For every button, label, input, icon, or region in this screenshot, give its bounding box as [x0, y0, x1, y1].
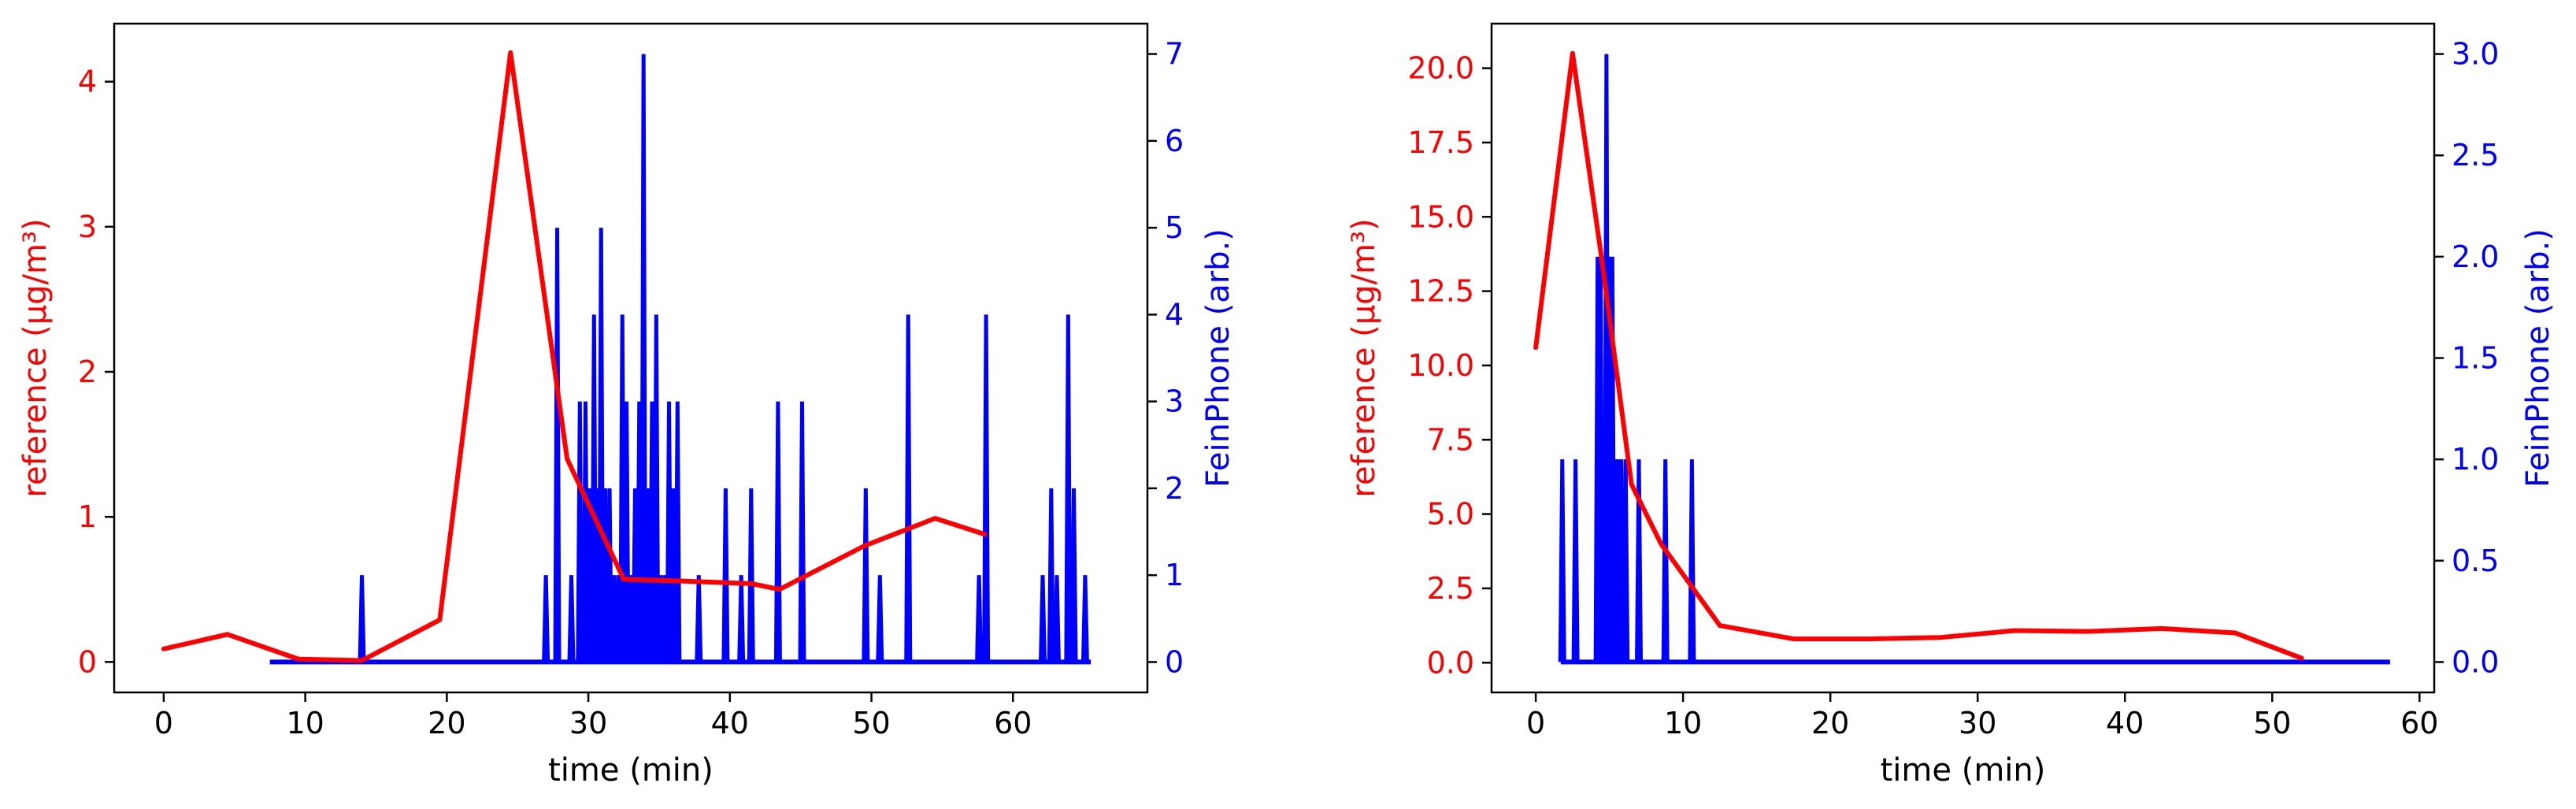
- feinphone-spike: [876, 575, 884, 662]
- y-right-tick-label: 1.5: [2452, 341, 2499, 376]
- reference-line: [161, 50, 988, 663]
- feinphone-spike: [747, 488, 755, 662]
- x-axis: 0 10 20 30 40 50 60: [1526, 692, 2438, 740]
- feinphone-spike: [1622, 459, 1630, 662]
- y-right-tick-label: 2.0: [2452, 239, 2499, 274]
- feinphone-spike: [1039, 575, 1047, 662]
- feinphone-spike: [1069, 488, 1078, 662]
- y-right-tick-label: 5: [1165, 210, 1184, 245]
- y-right-tick-label: 3.0: [2452, 37, 2499, 72]
- feinphone-spike: [904, 314, 913, 662]
- y-left-tick-label: 15.0: [1407, 199, 1474, 234]
- x-tick-label: 40: [711, 706, 749, 740]
- feinphone-spike: [1661, 459, 1670, 662]
- x-tick-label: 60: [2400, 706, 2438, 740]
- reference-line: [1533, 50, 2304, 661]
- feinphone-spike: [695, 575, 703, 662]
- feinphone-spike: [597, 228, 606, 662]
- y-left-tick-label: 5.0: [1427, 497, 1474, 532]
- x-tick-label: 30: [569, 706, 607, 740]
- y-right-tick-label: 0.5: [2452, 544, 2499, 578]
- x-tick-label: 60: [994, 706, 1032, 740]
- x-tick-label: 40: [2106, 706, 2144, 740]
- feinphone-spike: [1635, 459, 1644, 662]
- plot-data-area: [1533, 50, 2390, 665]
- x-tick-label: 0: [1526, 706, 1545, 740]
- y-right-tick-label: 6: [1165, 124, 1184, 158]
- feinphone-spike: [639, 54, 648, 662]
- x-tick-label: 50: [2253, 706, 2291, 740]
- feinphone-spike: [553, 228, 562, 662]
- y-right-tick-label: 0: [1165, 644, 1184, 679]
- y-right-axis: 0.0 0.5 1.0 1.5 2.0 2.5 3.0: [2434, 37, 2499, 679]
- x-axis: 0 10 20 30 40 50 60: [154, 692, 1032, 740]
- x-tick-label: 0: [154, 706, 173, 740]
- y-left-tick-label: 0: [78, 644, 97, 679]
- y-left-tick-label: 1: [78, 499, 97, 534]
- y-left-axis: 0.0 2.5 5.0 7.5 10.0 12.5 15.0 17.5 20.0: [1407, 51, 1492, 680]
- y-left-tick-label: 17.5: [1407, 125, 1474, 160]
- y-left-tick-label: 4: [78, 65, 97, 99]
- y-right-tick-label: 0.0: [2452, 644, 2499, 679]
- y-left-tick-label: 3: [78, 210, 97, 244]
- feinphone-spike: [798, 401, 806, 662]
- feinphone-spike: [1558, 459, 1566, 662]
- y-left-tick-label: 7.5: [1427, 422, 1474, 457]
- feinphone-spike: [773, 401, 782, 662]
- y-left-tick-label: 20.0: [1407, 51, 1474, 86]
- feinphone-spike: [622, 401, 631, 662]
- x-tick-label: 10: [286, 706, 324, 740]
- y-right-axis-label: FeinPhone (arb.): [2520, 228, 2556, 488]
- feinphone-spike: [1064, 314, 1073, 662]
- y-left-tick-label: 10.0: [1407, 348, 1474, 383]
- feinphone-spike: [737, 575, 746, 662]
- axes-frame: [113, 22, 1149, 694]
- axes-frame: [1490, 22, 2436, 694]
- y-right-tick-label: 1: [1165, 558, 1184, 592]
- plot-data-area: [161, 50, 1092, 665]
- x-tick-label: 10: [1664, 706, 1702, 740]
- y-right-tick-label: 2.5: [2452, 138, 2499, 173]
- feinphone-spike: [1047, 488, 1055, 662]
- y-right-tick-label: 3: [1165, 384, 1184, 419]
- feinphone-spike: [721, 488, 730, 662]
- y-right-tick-label: 1.0: [2452, 442, 2499, 477]
- feinphone-spike: [542, 575, 550, 662]
- x-tick-label: 50: [852, 706, 890, 740]
- y-right-tick-label: 7: [1165, 37, 1184, 72]
- feinphone-spike: [1080, 575, 1089, 662]
- feinphone-spike: [862, 488, 870, 662]
- x-tick-label: 20: [428, 706, 465, 740]
- feinphone-spike: [576, 401, 584, 662]
- chart-panel-right: 0 10 20 30 40 50 60 time (min) 0.0 2.5 5.0 7.5 10.0 1…: [1346, 22, 2556, 789]
- x-axis-label: time (min): [1881, 752, 2046, 789]
- y-left-tick-label: 2.5: [1427, 571, 1474, 606]
- y-left-axis-label: reference (µg/m³): [17, 218, 54, 497]
- feinphone-spike: [1052, 575, 1061, 662]
- y-left-axis-label: reference (µg/m³): [1346, 218, 1382, 497]
- feinphone-spike: [673, 401, 682, 662]
- feinphone-spike: [1688, 459, 1696, 662]
- y-right-tick-label: 2: [1165, 471, 1184, 506]
- y-left-tick-label: 0.0: [1427, 645, 1474, 680]
- x-tick-label: 20: [1811, 706, 1849, 740]
- y-right-tick-label: 4: [1165, 297, 1184, 332]
- y-left-tick-label: 12.5: [1407, 274, 1474, 309]
- y-right-axis: 0 1 2 3 4 5 6 7: [1147, 37, 1184, 679]
- feinphone-spike: [982, 314, 991, 662]
- x-axis-label: time (min): [548, 752, 713, 789]
- feinphone-spike: [358, 575, 366, 662]
- feinphone-spike: [652, 314, 661, 662]
- y-left-axis: 0 1 2 3 4: [78, 65, 114, 679]
- feinphone-spike: [975, 575, 984, 662]
- x-tick-label: 30: [1959, 706, 1996, 740]
- feinphone-spike: [1571, 459, 1580, 662]
- y-left-tick-label: 2: [78, 354, 97, 389]
- feinphone-spike: [567, 575, 576, 662]
- y-right-axis-label: FeinPhone (arb.): [1200, 228, 1236, 488]
- feinphone-spike: [606, 488, 614, 662]
